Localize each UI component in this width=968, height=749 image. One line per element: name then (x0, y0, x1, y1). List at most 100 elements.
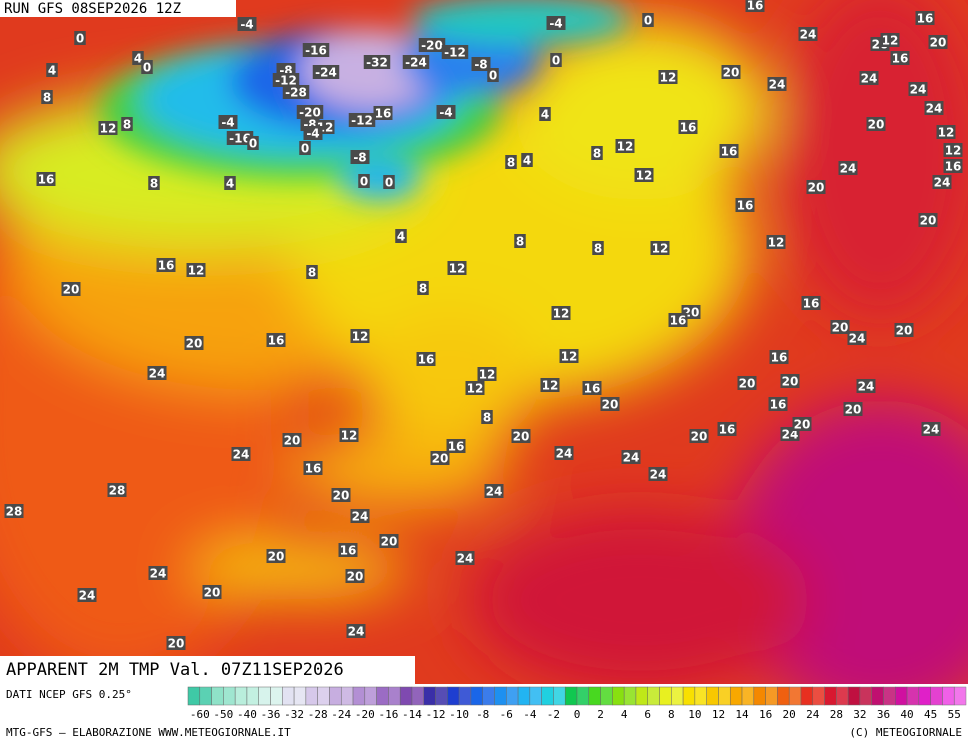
map-value-label: 24 (233, 448, 250, 462)
scale-swatch (223, 686, 236, 706)
label-box (650, 241, 670, 255)
map-value-label: 4 (134, 52, 142, 66)
map-value-label: 20 (930, 36, 947, 50)
label-box (766, 235, 786, 249)
scale-swatch (942, 686, 955, 706)
label-box (592, 241, 604, 255)
label-box (141, 60, 153, 74)
map-value-label: 0 (644, 14, 652, 28)
map-value-label: 4 (397, 230, 405, 244)
scale-label: -20 (355, 708, 375, 721)
map-value-label: 16 (375, 107, 392, 121)
scale-label: 6 (644, 708, 651, 721)
map-value-label: 20 (794, 418, 811, 432)
map-value-label: 20 (186, 337, 203, 351)
label-box (303, 461, 323, 475)
scale-label: -12 (426, 708, 446, 721)
map-value-label: 12 (352, 330, 369, 344)
map-value-label: 24 (910, 83, 927, 97)
label-box (36, 172, 56, 186)
map-value-label: -16 (305, 44, 327, 58)
label-box (936, 125, 956, 139)
label-box (147, 366, 167, 380)
label-box (266, 549, 286, 563)
map-value-label: 16 (340, 544, 357, 558)
label-box (689, 429, 709, 443)
label-box (843, 402, 863, 416)
map-value-label: 24 (849, 332, 866, 346)
label-box (132, 51, 144, 65)
map-value-label: 8 (308, 266, 316, 280)
scale-swatch (199, 686, 212, 706)
label-box (801, 296, 821, 310)
map-value-label: 16 (670, 314, 687, 328)
label-box (487, 68, 499, 82)
label-box (546, 16, 566, 30)
map-value-label: 24 (556, 447, 573, 461)
map-value-label: 8 (507, 156, 515, 170)
scale-swatch (859, 686, 872, 706)
map-value-label: 0 (76, 32, 84, 46)
label-box (436, 105, 456, 119)
scale-label: -32 (284, 708, 304, 721)
scale-swatch (930, 686, 943, 706)
map-value-label: 12 (449, 262, 466, 276)
scale-label: -50 (213, 708, 233, 721)
scale-swatch (682, 686, 696, 706)
map-value-label: 24 (934, 176, 951, 190)
map-value-label: 16 (719, 423, 736, 437)
scale-swatch (635, 686, 648, 706)
scale-swatch (305, 686, 318, 706)
map-value-label: 20 (691, 430, 708, 444)
map-value-label: -12 (351, 114, 373, 128)
scale-swatch (671, 686, 684, 706)
label-box (98, 121, 118, 135)
label-box (767, 77, 787, 91)
scale-swatch (293, 686, 307, 706)
label-box (41, 90, 53, 104)
scale-swatch (411, 686, 425, 706)
label-box (514, 234, 526, 248)
map-value-label: 24 (650, 468, 667, 482)
label-box (551, 306, 571, 320)
map-value-label: 24 (150, 567, 167, 581)
scale-label: 2 (597, 708, 604, 721)
scale-swatch (906, 686, 920, 706)
label-box (430, 451, 450, 465)
label-box (798, 27, 818, 41)
map-value-label: 4 (541, 108, 549, 122)
color-scale: -60 -50 -40 -36 -32 -28 -24 -20 -16 -14 -12 -10 -8 -6… (187, 686, 967, 721)
scale-swatch (187, 686, 201, 706)
scale-swatch (824, 686, 837, 706)
label-box (417, 281, 429, 295)
label-box (792, 417, 812, 431)
map-value-label: 24 (623, 451, 640, 465)
label-box (780, 374, 800, 388)
label-box (737, 376, 757, 390)
label-box (121, 117, 133, 131)
scale-label: 36 (877, 708, 890, 721)
scale-swatch (588, 686, 601, 706)
map-value-label: 16 (917, 12, 934, 26)
scale-label: 14 (735, 708, 749, 721)
scale-swatch (517, 686, 531, 706)
label-box (186, 263, 206, 277)
map (0, 0, 968, 684)
scale-label: 45 (924, 708, 937, 721)
map-value-label: 16 (158, 259, 175, 273)
map-value-label: 16 (747, 0, 764, 13)
label-box (745, 0, 765, 12)
label-box (148, 566, 168, 580)
map-value-label: -4 (306, 127, 319, 141)
map-value-label: -12 (275, 74, 297, 88)
scale-label: 28 (830, 708, 843, 721)
map-value-label: 20 (347, 570, 364, 584)
map-value-label: 8 (594, 242, 602, 256)
map-value-label: 0 (489, 69, 497, 83)
label-box (46, 63, 58, 77)
label-box (521, 153, 533, 167)
label-box (441, 45, 469, 59)
scale-swatch (447, 686, 460, 706)
map-value-label: 20 (868, 118, 885, 132)
map-value-label: 24 (800, 28, 817, 42)
